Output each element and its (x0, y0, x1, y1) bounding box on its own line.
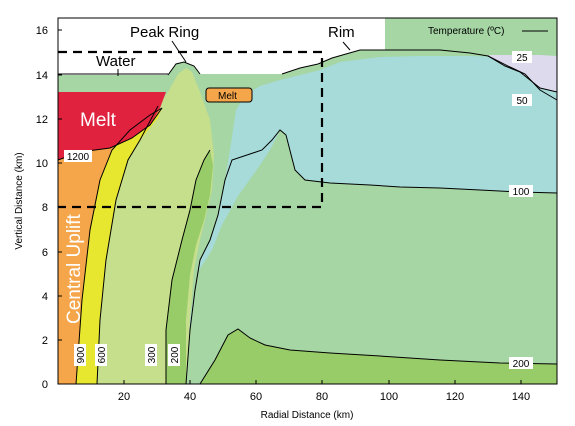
y-tick-6: 6 (42, 247, 48, 259)
field-melt-pocket (205, 87, 253, 103)
isotherm-label-200-right: 200 (513, 359, 530, 370)
field-200-300 (166, 150, 213, 384)
isotherm-label-600: 600 (97, 346, 108, 363)
y-tick-12: 12 (36, 114, 48, 126)
peak-ring-label: Peak Ring (130, 24, 199, 41)
field-900-1200 (58, 108, 162, 384)
contour-50 (487, 55, 558, 101)
x-tick-20: 20 (118, 391, 130, 403)
x-tick-40: 40 (184, 391, 196, 403)
contour-900 (75, 107, 163, 385)
contour-600 (96, 105, 159, 385)
field-600-900 (76, 108, 162, 384)
rim-pointer (342, 41, 351, 51)
legend: Temperature (ºC) (428, 26, 548, 37)
field-200-bottom (200, 329, 557, 384)
isotherm-label-25: 25 (516, 53, 528, 64)
y-tick-10: 10 (36, 158, 48, 170)
isotherm-label-900: 900 (76, 346, 87, 363)
melt-label: Melt (80, 110, 117, 131)
x-tick-100: 100 (380, 391, 398, 403)
melt-pocket-label: Melt (218, 91, 237, 102)
y-tick-2: 2 (42, 335, 48, 347)
peak-ring-pointer (171, 40, 187, 63)
y-tick-4: 4 (42, 291, 48, 303)
x-axis-label: Radial Distance (km) (261, 410, 354, 421)
contour-200 (199, 328, 558, 385)
contour-100 (185, 129, 558, 385)
isotherm-labels: 25 50 100 200 1200 900 600 300 200 (64, 51, 533, 370)
legend-label: Temperature (ºC) (428, 26, 504, 37)
x-tick-labels: 20 40 60 80 100 120 140 (118, 391, 530, 403)
x-tick-80: 80 (316, 391, 328, 403)
field-melt (58, 92, 166, 160)
x-tick-60: 60 (250, 391, 262, 403)
field-water (58, 18, 385, 75)
isotherm-label-1200: 1200 (67, 152, 90, 163)
tick-marks (58, 29, 522, 384)
y-tick-8: 8 (42, 202, 48, 214)
plot-frame (57, 17, 558, 385)
peak-ring-outline (167, 61, 201, 76)
y-tick-0: 0 (42, 379, 48, 391)
contour-fields (58, 18, 557, 384)
contour-300 (165, 149, 211, 384)
isotherm-label-300: 300 (147, 346, 158, 363)
y-axis-label: Vertical Distance (km) (14, 152, 25, 249)
field-50-100 (186, 56, 557, 384)
y-tick-16: 16 (36, 25, 48, 37)
y-tick-labels: 0 2 4 6 8 10 12 14 16 (36, 25, 48, 391)
central-uplift-label: Central Uplift (64, 213, 85, 324)
isotherm-label-200-left: 200 (170, 346, 181, 363)
y-tick-14: 14 (36, 70, 48, 82)
isotherm-label-50: 50 (516, 96, 528, 107)
x-tick-120: 120 (446, 391, 464, 403)
x-tick-140: 140 (512, 391, 530, 403)
isotherm-label-100: 100 (513, 187, 530, 198)
rim-label: Rim (328, 24, 355, 41)
water-label: Water (96, 53, 135, 70)
